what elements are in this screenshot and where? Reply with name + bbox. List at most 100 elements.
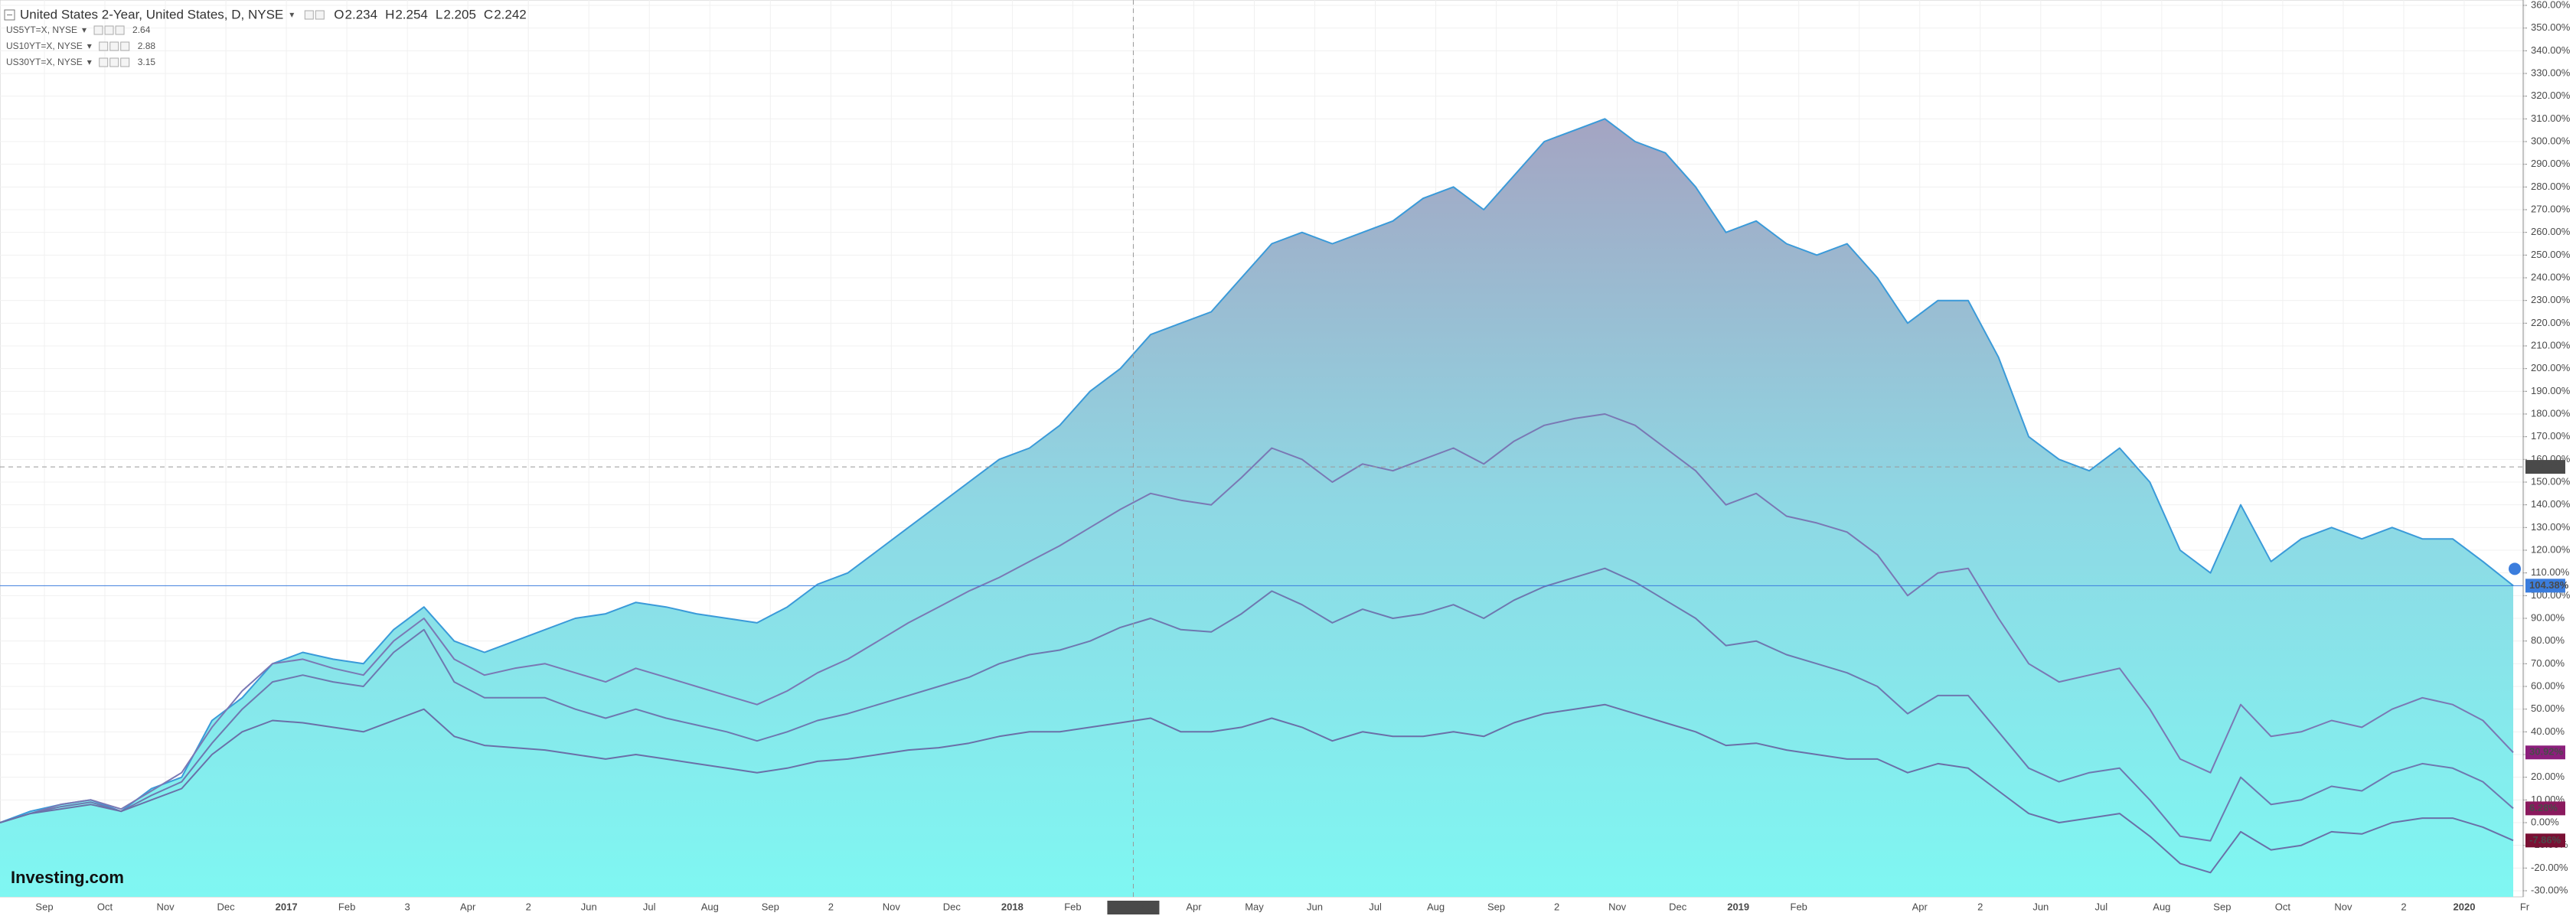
x-tick-label: 2	[1554, 901, 1559, 912]
x-tick-label: Apr	[1186, 901, 1202, 912]
ohlc-label: O	[334, 7, 344, 21]
line	[0, 567, 2514, 842]
y-tick-label: 280.00%	[2531, 181, 2571, 192]
y-tick-label: 90.00%	[2531, 611, 2565, 623]
x-tick-label: Feb	[1791, 901, 1807, 912]
y-tick-label: 310.00%	[2531, 112, 2571, 124]
x-tick-label: 2	[2401, 901, 2406, 912]
x-tick-label: Nov	[883, 901, 901, 912]
y-tick-label: 260.00%	[2531, 226, 2571, 237]
x-tick-label: Aug	[2153, 901, 2170, 912]
x-tick-label: Apr	[1912, 901, 1928, 912]
y-tick-label: 200.00%	[2531, 362, 2571, 373]
value-label: -7.86%	[2529, 834, 2561, 846]
x-tick-label: 2017	[276, 901, 298, 912]
y-tick-label: 180.00%	[2531, 407, 2571, 419]
y-tick-label: 170.00%	[2531, 430, 2571, 442]
y-tick-label: 20.00%	[2531, 771, 2565, 782]
x-tick-label: 2	[828, 901, 834, 912]
ohlc-label: H	[385, 7, 394, 21]
ohlc-label: L	[436, 7, 442, 21]
legend-icon	[120, 41, 130, 51]
ohlc-label: C	[484, 7, 493, 21]
crosshair-x-badge	[1107, 901, 1160, 914]
y-tick-label: 140.00%	[2531, 498, 2571, 510]
ohlc-value: 2.254	[395, 7, 428, 21]
x-tick-label: Nov	[2334, 901, 2352, 912]
y-tick-label: 360.00%	[2531, 0, 2571, 10]
y-tick-label: -30.00%	[2531, 884, 2568, 895]
legend-icon	[109, 41, 119, 51]
x-tick-label: Feb	[1064, 901, 1081, 912]
legend-quote: 3.15	[138, 57, 156, 67]
y-tick-label: 150.00%	[2531, 475, 2571, 487]
x-tick-label: 3	[405, 901, 410, 912]
x-tick-label: Sep	[1487, 901, 1505, 912]
x-tick-label: Nov	[1608, 901, 1627, 912]
y-tick-label: -20.00%	[2531, 862, 2568, 873]
x-tick-label: Jul	[2095, 901, 2108, 912]
legend-quote: 2.64	[132, 24, 151, 35]
legend-arrow: ▾	[82, 24, 87, 35]
y-tick-label: 270.00%	[2531, 203, 2571, 214]
x-tick-label: Oct	[97, 901, 113, 912]
y-tick-label: 40.00%	[2531, 725, 2565, 737]
legend-arrow: ▾	[289, 9, 294, 20]
x-tick-label: Jun	[2032, 901, 2049, 912]
value-label: 6.28%	[2529, 802, 2558, 813]
y-tick-label: 250.00%	[2531, 249, 2571, 260]
y-tick-label: 0.00%	[2531, 816, 2559, 827]
legend-icon	[109, 57, 119, 67]
x-tick-label: Dec	[217, 901, 236, 912]
ohlc-value: 2.205	[443, 7, 476, 21]
legend-arrow: ▾	[87, 41, 92, 51]
legend-icon	[99, 41, 109, 51]
value-badge	[2525, 801, 2565, 816]
x-tick-label: Sep	[762, 901, 779, 912]
x-tick-label: 2	[1977, 901, 1983, 912]
value-badge	[2525, 833, 2565, 848]
ohlc-value: 2.242	[494, 7, 527, 21]
x-tick-label: 2	[526, 901, 531, 912]
area	[0, 119, 2513, 898]
legend-icon	[304, 10, 314, 20]
legend-icon	[120, 57, 130, 67]
y-tick-label: 190.00%	[2531, 385, 2571, 396]
x-tick-label: 2018-03-05	[1108, 901, 1159, 912]
x-tick-label: Dec	[943, 901, 962, 912]
legend-entry: US5YT=X, NYSE	[6, 24, 77, 35]
legend-arrow: ▾	[87, 57, 92, 67]
last-price-dot	[2509, 562, 2521, 575]
x-tick-label: Feb	[338, 901, 355, 912]
x-tick-label: Oct	[2275, 901, 2291, 912]
y-tick-label: 130.00%	[2531, 521, 2571, 533]
logo: Investing.com	[11, 868, 124, 887]
line	[0, 703, 2514, 874]
value-label: 30.92%	[2529, 746, 2564, 758]
ohlc-value: 2.234	[345, 7, 378, 21]
y-tick-label: 350.00%	[2531, 21, 2571, 33]
x-tick-label: Aug	[1427, 901, 1445, 912]
y-tick-label: 210.00%	[2531, 339, 2571, 350]
crosshair-y-label: 156.712	[2529, 461, 2565, 472]
legend-icon	[104, 25, 114, 35]
x-tick-label: Fr	[2520, 901, 2530, 912]
legend-quote: 2.88	[138, 41, 156, 51]
y-tick-label: 340.00%	[2531, 44, 2571, 56]
line	[0, 413, 2514, 823]
y-tick-label: 220.00%	[2531, 317, 2571, 328]
x-tick-label: Nov	[156, 901, 175, 912]
y-tick-label: 120.00%	[2531, 543, 2571, 555]
value-label: 104.38%	[2529, 579, 2569, 591]
legend-icon	[93, 25, 103, 35]
x-tick-label: 2019	[1727, 901, 1749, 912]
y-tick-label: 230.00%	[2531, 294, 2571, 305]
x-tick-label: Sep	[35, 901, 53, 912]
x-tick-label: Dec	[1669, 901, 1687, 912]
x-tick-label: Apr	[460, 901, 476, 912]
y-tick-label: 290.00%	[2531, 158, 2571, 169]
x-tick-label: Jul	[643, 901, 656, 912]
x-tick-label: Jun	[581, 901, 597, 912]
